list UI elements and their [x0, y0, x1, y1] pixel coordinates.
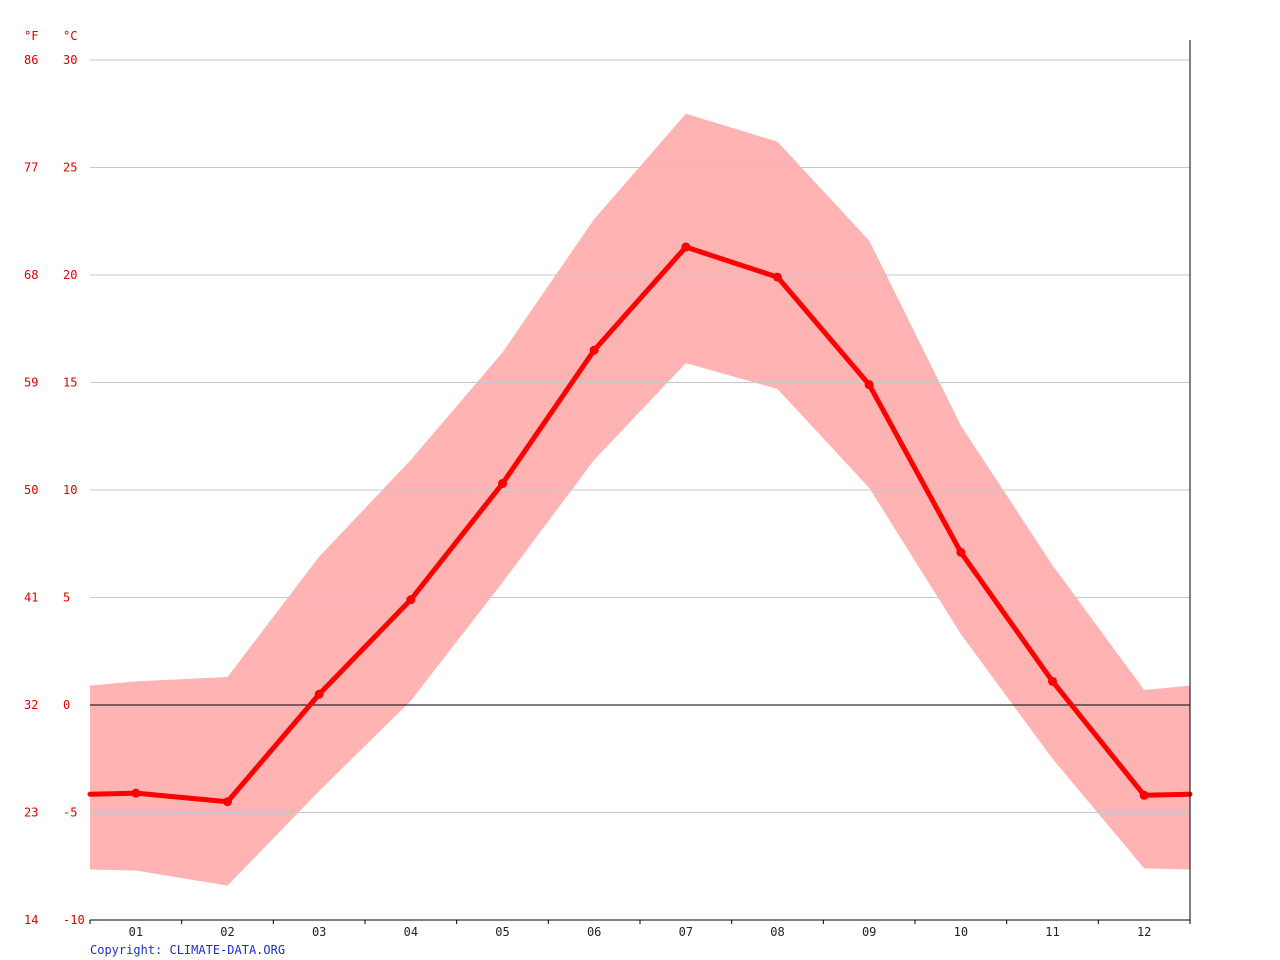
axes	[89, 40, 1191, 924]
fahrenheit-unit-label: °F	[24, 29, 38, 43]
celsius-tick-label: 20	[63, 268, 77, 282]
month-tick-label: 06	[587, 925, 601, 939]
copyright-link[interactable]: Copyright: CLIMATE-DATA.ORG	[90, 943, 285, 957]
mean-data-point	[956, 547, 966, 557]
month-tick-label: 08	[770, 925, 784, 939]
fahrenheit-tick-label: 41	[24, 591, 38, 605]
celsius-tick-label: 10	[63, 483, 77, 497]
fahrenheit-tick-label: 68	[24, 268, 38, 282]
celsius-tick-label: 30	[63, 53, 77, 67]
celsius-tick-label: -10	[63, 913, 85, 927]
fahrenheit-tick-label: 23	[24, 806, 38, 820]
mean-data-point	[314, 689, 324, 699]
mean-data-point	[864, 380, 874, 390]
mean-data-point	[498, 479, 507, 489]
mean-data-point	[406, 595, 416, 605]
mean-data-point	[681, 242, 691, 252]
mean-data-point	[223, 797, 232, 807]
month-tick-label: 07	[679, 925, 693, 939]
celsius-tick-label: 5	[63, 591, 70, 605]
celsius-unit-label: °C	[63, 29, 77, 43]
fahrenheit-tick-label: 86	[24, 53, 38, 67]
min-max-band	[90, 113, 1190, 886]
month-tick-label: 03	[312, 925, 326, 939]
gridlines	[90, 59, 1190, 813]
mean-line-path	[87, 244, 1193, 805]
fahrenheit-tick-label: 14	[24, 913, 38, 927]
celsius-tick-label: 25	[63, 161, 77, 175]
celsius-tick-label: 0	[63, 698, 70, 712]
fahrenheit-tick-label: 50	[24, 483, 38, 497]
month-tick-label: 09	[862, 925, 876, 939]
mean-data-point	[1139, 790, 1149, 800]
month-tick-label: 05	[495, 925, 509, 939]
month-tick-label: 10	[954, 925, 968, 939]
month-tick-label: 04	[404, 925, 418, 939]
month-tick-label: 02	[220, 925, 234, 939]
mean-data-point	[589, 345, 599, 355]
mean-data-point	[773, 272, 782, 282]
fahrenheit-tick-label: 32	[24, 698, 38, 712]
mean-data-point	[1048, 676, 1057, 686]
mean-data-point	[131, 788, 141, 798]
fahrenheit-tick-label: 59	[24, 376, 38, 390]
month-tick-label: 12	[1137, 925, 1151, 939]
celsius-tick-label: -5	[63, 806, 77, 820]
celsius-tick-label: 15	[63, 376, 77, 390]
month-tick-label: 01	[129, 925, 143, 939]
fahrenheit-tick-label: 77	[24, 161, 38, 175]
mean-temperature-line	[87, 242, 1193, 807]
temperature-range-band	[90, 113, 1190, 886]
month-tick-label: 11	[1045, 925, 1059, 939]
